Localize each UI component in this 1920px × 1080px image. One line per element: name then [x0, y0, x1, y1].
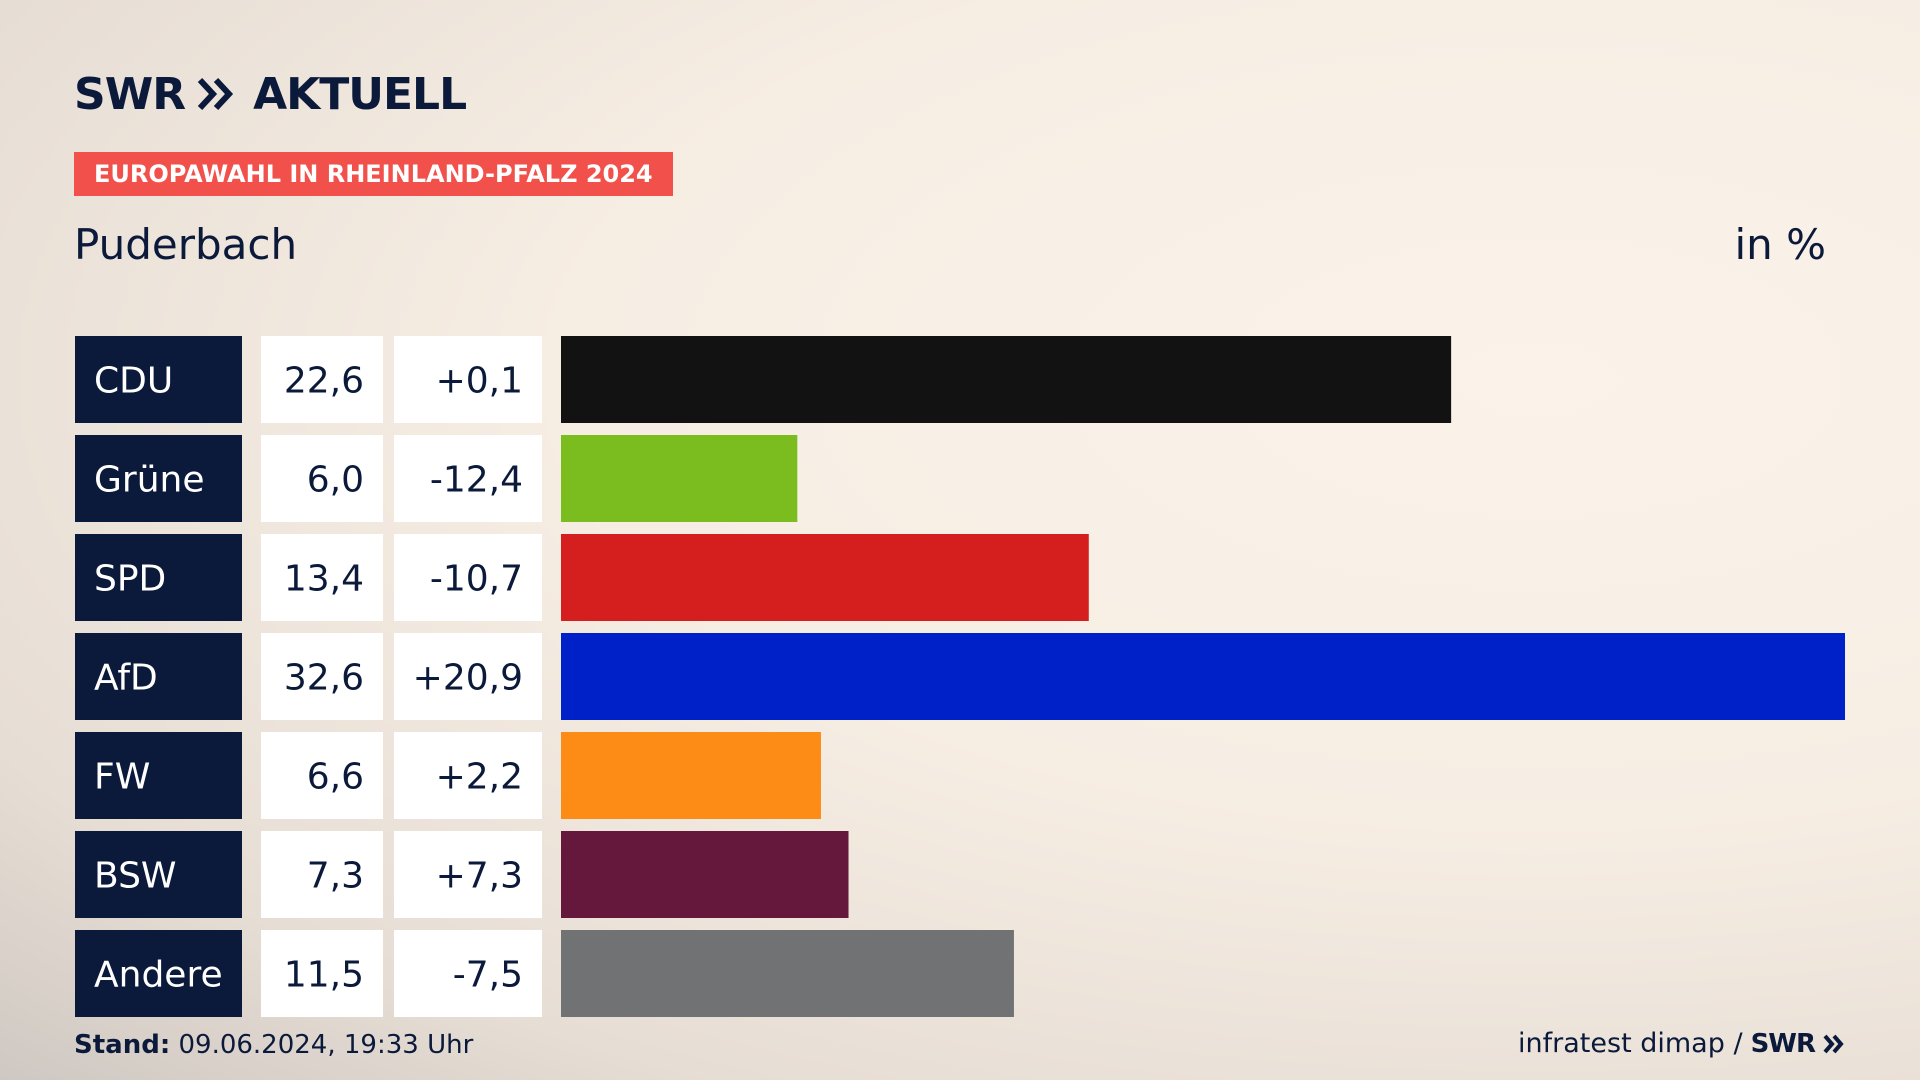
change-cell — [394, 435, 542, 522]
change-label: +0,1 — [436, 361, 523, 402]
unit-label: in % — [1734, 220, 1826, 269]
bar — [561, 336, 1452, 423]
value-label: 32,6 — [284, 658, 364, 699]
party-label-cell — [75, 831, 242, 918]
value-label: 13,4 — [284, 559, 364, 600]
party-label-cell — [75, 633, 242, 720]
party-row: SPD 13,4 -10,7 — [75, 534, 1089, 621]
timestamp: Stand: 09.06.2024, 19:33 Uhr — [74, 1030, 473, 1060]
bar — [561, 831, 849, 918]
value-cell — [261, 831, 383, 918]
party-row: BSW 7,3 +7,3 — [75, 831, 849, 918]
party-label: BSW — [94, 856, 177, 897]
party-label: FW — [94, 757, 150, 798]
party-row: FW 6,6 +2,2 — [75, 732, 821, 819]
party-label: Grüne — [94, 460, 204, 501]
logo-swr-text: SWR — [74, 68, 186, 120]
party-row: Grüne 6,0 -12,4 — [75, 435, 798, 522]
value-cell — [261, 732, 383, 819]
double-chevron-icon — [197, 76, 235, 112]
bar — [561, 534, 1089, 621]
value-label: 7,3 — [307, 856, 364, 897]
election-banner: EUROPAWAHL IN RHEINLAND-PFALZ 2024 — [74, 152, 673, 196]
change-cell — [394, 534, 542, 621]
change-cell — [394, 633, 542, 720]
party-label-cell — [75, 534, 242, 621]
value-label: 6,6 — [307, 757, 364, 798]
party-label-cell — [75, 435, 242, 522]
change-label: +2,2 — [436, 757, 523, 798]
footer-double-chevron-icon — [1823, 1034, 1844, 1053]
footer-swr-logo: SWR — [1750, 1028, 1816, 1059]
source-credit: infratest dimap / SWR — [1518, 1028, 1845, 1059]
change-label: +20,9 — [413, 658, 523, 699]
change-label: -12,4 — [430, 460, 523, 501]
change-label: +7,3 — [436, 856, 523, 897]
change-cell — [394, 930, 542, 1017]
party-label-cell — [75, 732, 242, 819]
value-cell — [261, 336, 383, 423]
region-title: Puderbach — [74, 220, 298, 269]
value-cell — [261, 633, 383, 720]
value-cell — [261, 435, 383, 522]
value-label: 11,5 — [284, 955, 364, 996]
value-label: 22,6 — [284, 361, 364, 402]
logo-aktuell-text: AKTUELL — [253, 68, 467, 120]
value-cell — [261, 534, 383, 621]
bar — [561, 732, 821, 819]
change-cell — [394, 831, 542, 918]
bar — [561, 633, 1845, 720]
bar — [561, 930, 1014, 1017]
party-row: Andere 11,5 -7,5 — [75, 930, 1014, 1017]
change-cell — [394, 732, 542, 819]
stand-value: 09.06.2024, 19:33 Uhr — [178, 1030, 474, 1060]
party-label-cell — [75, 930, 242, 1017]
swr-aktuell-logo: SWR AKTUELL — [74, 66, 467, 122]
party-label: SPD — [94, 559, 166, 600]
bar — [561, 435, 798, 522]
change-label: -10,7 — [430, 559, 523, 600]
party-label: Andere — [94, 955, 223, 996]
party-row: CDU 22,6 +0,1 — [75, 336, 1452, 423]
party-label: CDU — [94, 361, 173, 402]
party-label: AfD — [94, 658, 158, 699]
value-cell — [261, 930, 383, 1017]
party-label-cell — [75, 336, 242, 423]
value-label: 6,0 — [307, 460, 364, 501]
change-label: -7,5 — [453, 955, 523, 996]
stand-label: Stand: — [74, 1030, 171, 1060]
source-text: infratest dimap / — [1518, 1028, 1743, 1059]
party-row: AfD 32,6 +20,9 — [75, 633, 1845, 720]
change-cell — [394, 336, 542, 423]
